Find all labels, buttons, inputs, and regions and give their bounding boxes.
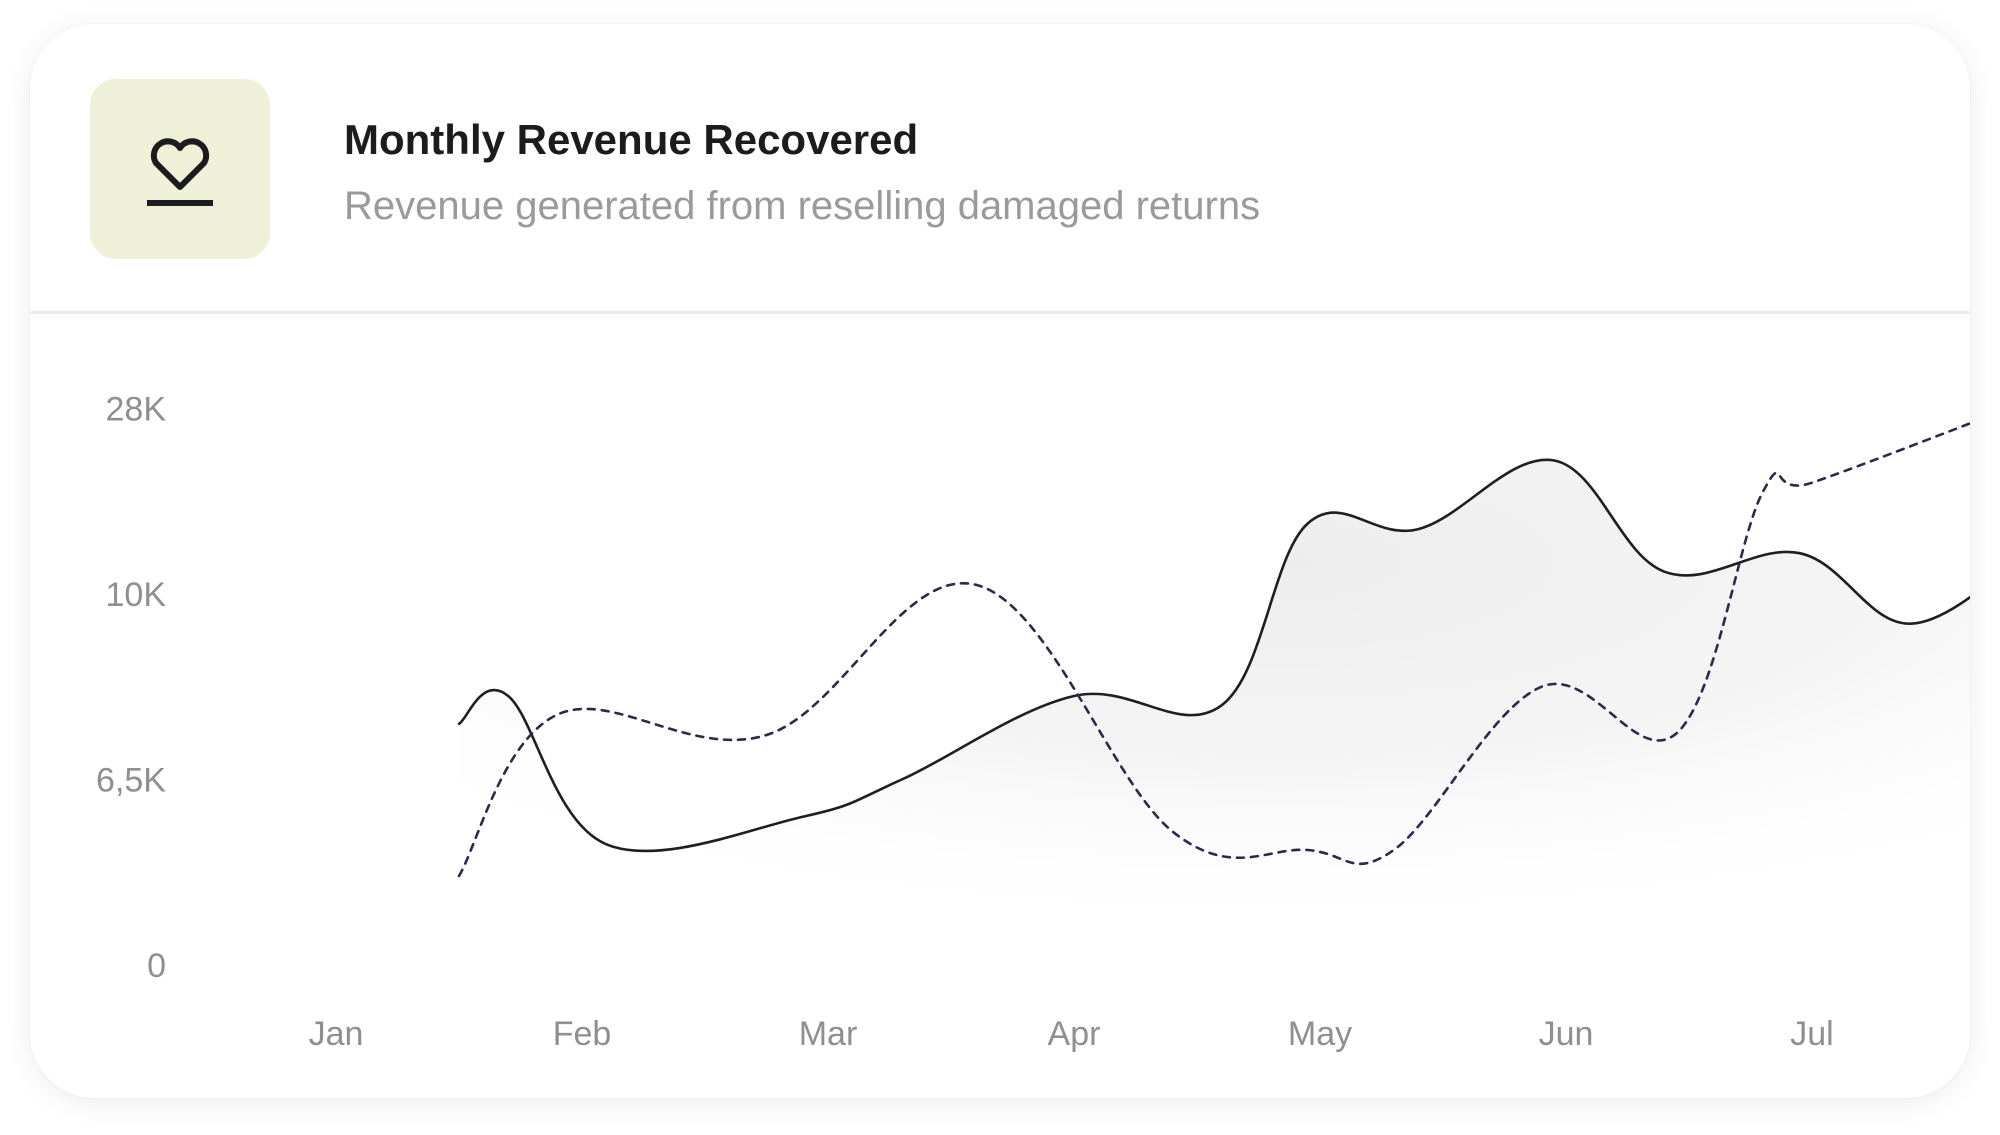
y-tick-label: 6,5K [96,762,166,800]
x-tick-label: Jun [1539,1015,1594,1053]
x-tick-label: Feb [553,1015,612,1053]
comparison-line [457,421,1970,878]
icon-tile [90,79,270,259]
x-tick-label: Apr [1048,1015,1101,1053]
line-chart: 0 6,5K 10K 28K Jan Feb Mar Apr May Jun Jul [96,391,1970,1053]
x-tick-label: May [1288,1015,1352,1053]
x-tick-label: Jan [309,1015,364,1053]
x-tick-label: Jul [1790,1015,1833,1053]
x-tick-label: Mar [799,1015,858,1053]
card-title: Monthly Revenue Recovered [344,116,919,163]
heart-icon [147,138,213,206]
header-divider [30,311,1970,314]
revenue-card: Monthly Revenue Recovered Revenue genera… [30,24,1970,1098]
y-tick-label: 10K [106,576,167,614]
y-tick-label: 0 [147,947,166,985]
series-area-0 [459,459,1970,965]
y-tick-label: 28K [106,391,167,429]
card-subtitle: Revenue generated from reselling damaged… [344,184,1261,228]
revenue-line [457,458,1970,853]
